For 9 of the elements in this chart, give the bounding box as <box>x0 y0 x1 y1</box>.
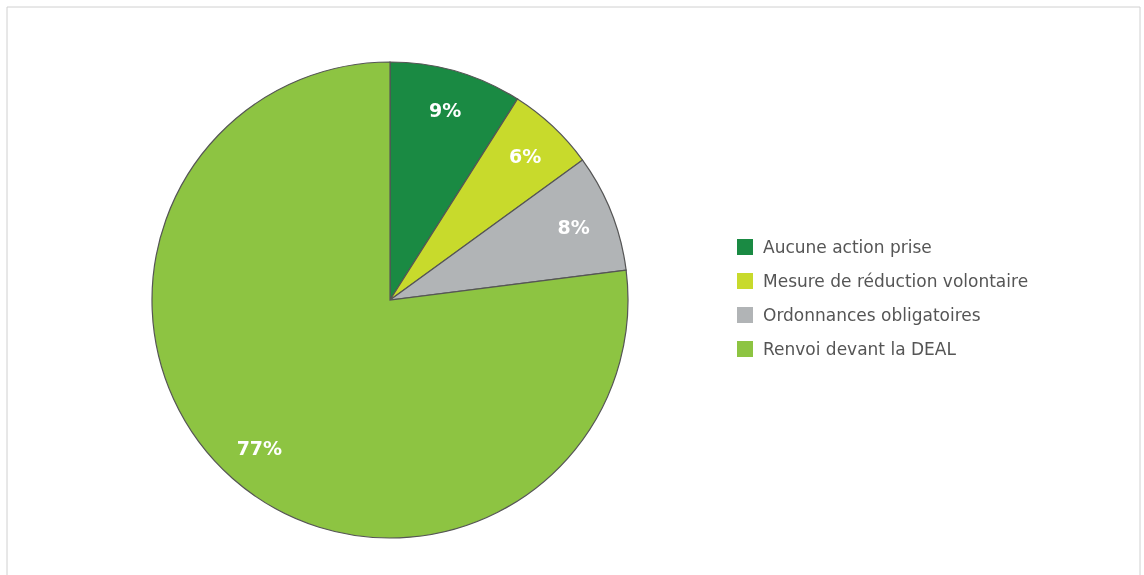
legend-label: Aucune action prise <box>763 236 932 257</box>
data-label: 6% <box>509 144 542 167</box>
data-label: 9% <box>428 98 462 121</box>
data-label: 77% <box>236 436 283 459</box>
legend-label: Ordonnances obligatoires <box>763 304 981 325</box>
data-label: 8% <box>557 215 590 238</box>
legend-label: Renvoi devant la DEAL <box>763 338 957 359</box>
pie-slice <box>151 61 629 539</box>
legend-label: Mesure de réduction volontaire <box>763 270 1029 291</box>
